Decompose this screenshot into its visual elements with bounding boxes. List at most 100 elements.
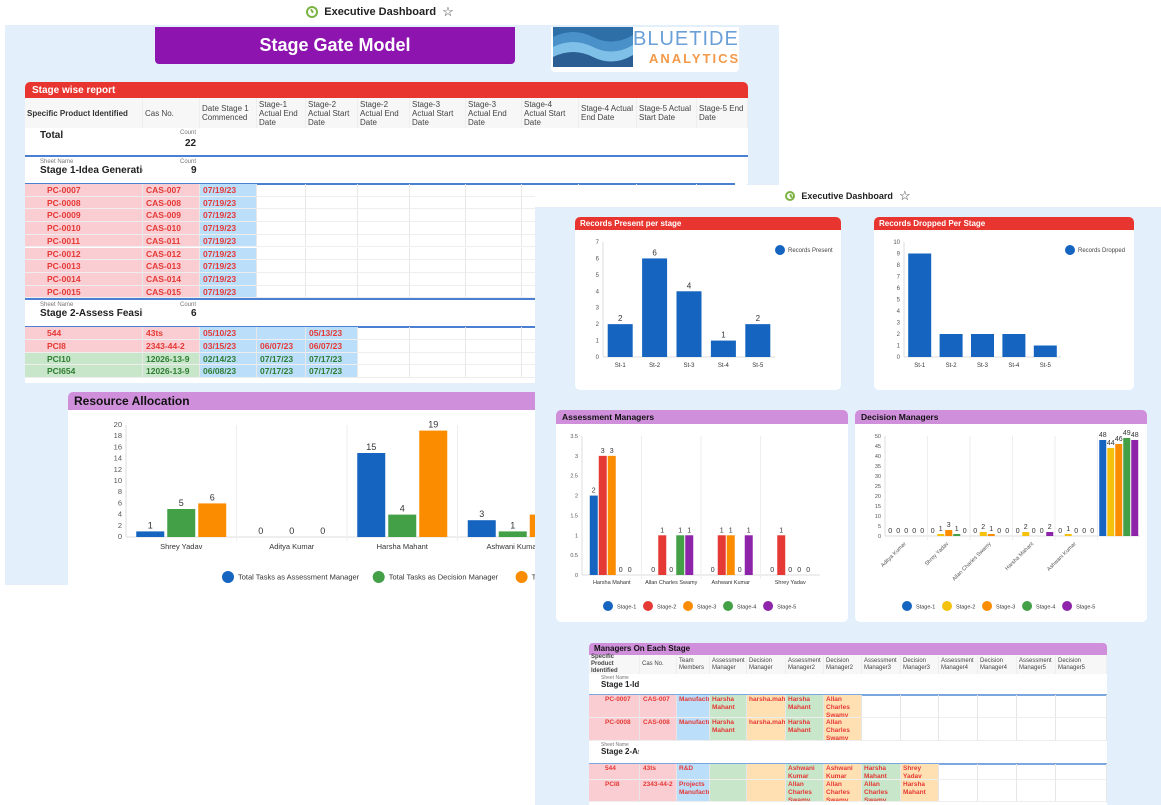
date-cell[interactable]: [306, 209, 358, 223]
cas-no-cell[interactable]: CAS-012: [143, 247, 200, 261]
date-cell[interactable]: 07/19/23: [200, 184, 257, 197]
manager-cell[interactable]: [939, 718, 978, 741]
manager-cell[interactable]: [978, 695, 1017, 718]
date-cell[interactable]: [358, 234, 410, 248]
cas-no-cell[interactable]: CAS-009: [143, 209, 200, 223]
date-cell[interactable]: [466, 209, 522, 223]
date-cell[interactable]: 07/19/23: [200, 196, 257, 210]
date-cell[interactable]: [466, 340, 522, 353]
date-cell[interactable]: [466, 272, 522, 286]
date-cell[interactable]: 05/13/23: [306, 327, 358, 340]
date-cell[interactable]: [466, 222, 522, 235]
manager-cell[interactable]: harsha.maha: [747, 718, 786, 741]
manager-cell[interactable]: 2343-44-2: [640, 780, 677, 802]
date-cell[interactable]: [257, 184, 306, 197]
product-id-cell[interactable]: PC-0013: [25, 260, 143, 273]
date-cell[interactable]: [410, 209, 466, 223]
manager-cell[interactable]: Harsha Mahant: [786, 718, 824, 741]
date-cell[interactable]: [257, 247, 306, 261]
date-cell[interactable]: [257, 196, 306, 210]
date-cell[interactable]: [410, 234, 466, 248]
manager-cell[interactable]: [862, 695, 901, 718]
product-id-cell[interactable]: PC-0008: [25, 196, 143, 210]
manager-cell[interactable]: [978, 764, 1017, 780]
cas-no-cell[interactable]: CAS-013: [143, 260, 200, 273]
column-header[interactable]: Specific Product Identified: [589, 654, 640, 674]
date-cell[interactable]: [257, 222, 306, 235]
date-cell[interactable]: 06/08/23: [200, 365, 257, 379]
column-header[interactable]: Specific Product Identified: [25, 98, 143, 128]
manager-cell[interactable]: Harsha Mahant: [786, 695, 824, 718]
manager-cell[interactable]: Ashwani Kumar: [824, 764, 862, 780]
manager-cell[interactable]: [939, 780, 978, 802]
cas-no-cell[interactable]: CAS-008: [143, 196, 200, 210]
cas-no-cell[interactable]: CAS-007: [143, 184, 200, 197]
manager-cell[interactable]: Allan Charles Swamy: [786, 780, 824, 802]
date-cell[interactable]: [410, 327, 466, 340]
date-cell[interactable]: [358, 222, 410, 235]
date-cell[interactable]: [410, 260, 466, 273]
manager-cell[interactable]: Harsha Mahant: [862, 764, 901, 780]
date-cell[interactable]: [466, 196, 522, 210]
date-cell[interactable]: 07/19/23: [200, 260, 257, 273]
date-cell[interactable]: [358, 196, 410, 210]
cas-no-cell[interactable]: 12026-13-9: [143, 352, 200, 366]
manager-cell[interactable]: CAS-008: [640, 718, 677, 741]
date-cell[interactable]: 07/19/23: [200, 272, 257, 286]
manager-cell[interactable]: [901, 718, 939, 741]
date-cell[interactable]: [257, 327, 306, 340]
column-header[interactable]: Date Stage 1 Commenced: [200, 98, 257, 128]
date-cell[interactable]: 05/10/23: [200, 327, 257, 340]
column-header[interactable]: Decision Manager: [747, 655, 786, 674]
column-header[interactable]: Assessment Manager4: [939, 655, 978, 674]
column-header[interactable]: Team Members: [677, 655, 710, 674]
manager-cell[interactable]: [901, 695, 939, 718]
date-cell[interactable]: [306, 184, 358, 197]
manager-cell[interactable]: [1056, 764, 1107, 780]
manager-cell[interactable]: [862, 718, 901, 741]
date-cell[interactable]: [466, 234, 522, 248]
date-cell[interactable]: [466, 352, 522, 366]
column-header[interactable]: Stage-3 Actual Start Date: [410, 98, 466, 128]
column-header[interactable]: Decision Manager3: [901, 655, 939, 674]
column-header[interactable]: Stage-4 Actual End Date: [579, 98, 637, 128]
column-header[interactable]: Decision Manager2: [824, 655, 862, 674]
column-header[interactable]: Assessment Manager2: [786, 655, 824, 674]
product-id-cell[interactable]: PCI654: [25, 365, 143, 379]
manager-cell[interactable]: PCI8: [589, 780, 640, 802]
cas-no-cell[interactable]: CAS-010: [143, 222, 200, 235]
date-cell[interactable]: [306, 234, 358, 248]
product-id-cell[interactable]: PC-0015: [25, 285, 143, 299]
manager-cell[interactable]: R&D: [677, 764, 710, 780]
column-header[interactable]: Decision Manager4: [978, 655, 1017, 674]
column-header[interactable]: Stage-2 Actual Start Date: [306, 98, 358, 128]
date-cell[interactable]: [257, 285, 306, 299]
product-id-cell[interactable]: PC-0007: [25, 184, 143, 197]
manager-cell[interactable]: [1056, 695, 1107, 718]
manager-cell[interactable]: [1017, 780, 1056, 802]
cas-no-cell[interactable]: CAS-011: [143, 234, 200, 248]
manager-cell[interactable]: Shrey Yadav: [901, 764, 939, 780]
manager-cell[interactable]: Allan Charles Swamy: [824, 695, 862, 718]
manager-cell[interactable]: 43ts: [640, 764, 677, 780]
date-cell[interactable]: 07/19/23: [200, 222, 257, 235]
product-id-cell[interactable]: PC-0014: [25, 272, 143, 286]
column-header[interactable]: Cas No.: [640, 655, 677, 674]
date-cell[interactable]: [466, 184, 522, 197]
column-header[interactable]: Stage-4 Actual Start Date: [522, 98, 579, 128]
manager-cell[interactable]: Allan Charles Swamy: [824, 780, 862, 802]
manager-cell[interactable]: Manufactur: [677, 718, 710, 741]
date-cell[interactable]: [466, 365, 522, 379]
date-cell[interactable]: 07/17/23: [257, 365, 306, 379]
date-cell[interactable]: [410, 365, 466, 379]
date-cell[interactable]: [410, 184, 466, 197]
date-cell[interactable]: [306, 272, 358, 286]
manager-cell[interactable]: harsha.maha: [747, 695, 786, 718]
date-cell[interactable]: [466, 247, 522, 261]
date-cell[interactable]: 07/19/23: [200, 234, 257, 248]
date-cell[interactable]: 06/07/23: [257, 340, 306, 353]
manager-cell[interactable]: PC-0007: [589, 695, 640, 718]
column-header[interactable]: Stage-5 Actual Start Date: [637, 98, 697, 128]
date-cell[interactable]: [306, 222, 358, 235]
date-cell[interactable]: [466, 285, 522, 299]
